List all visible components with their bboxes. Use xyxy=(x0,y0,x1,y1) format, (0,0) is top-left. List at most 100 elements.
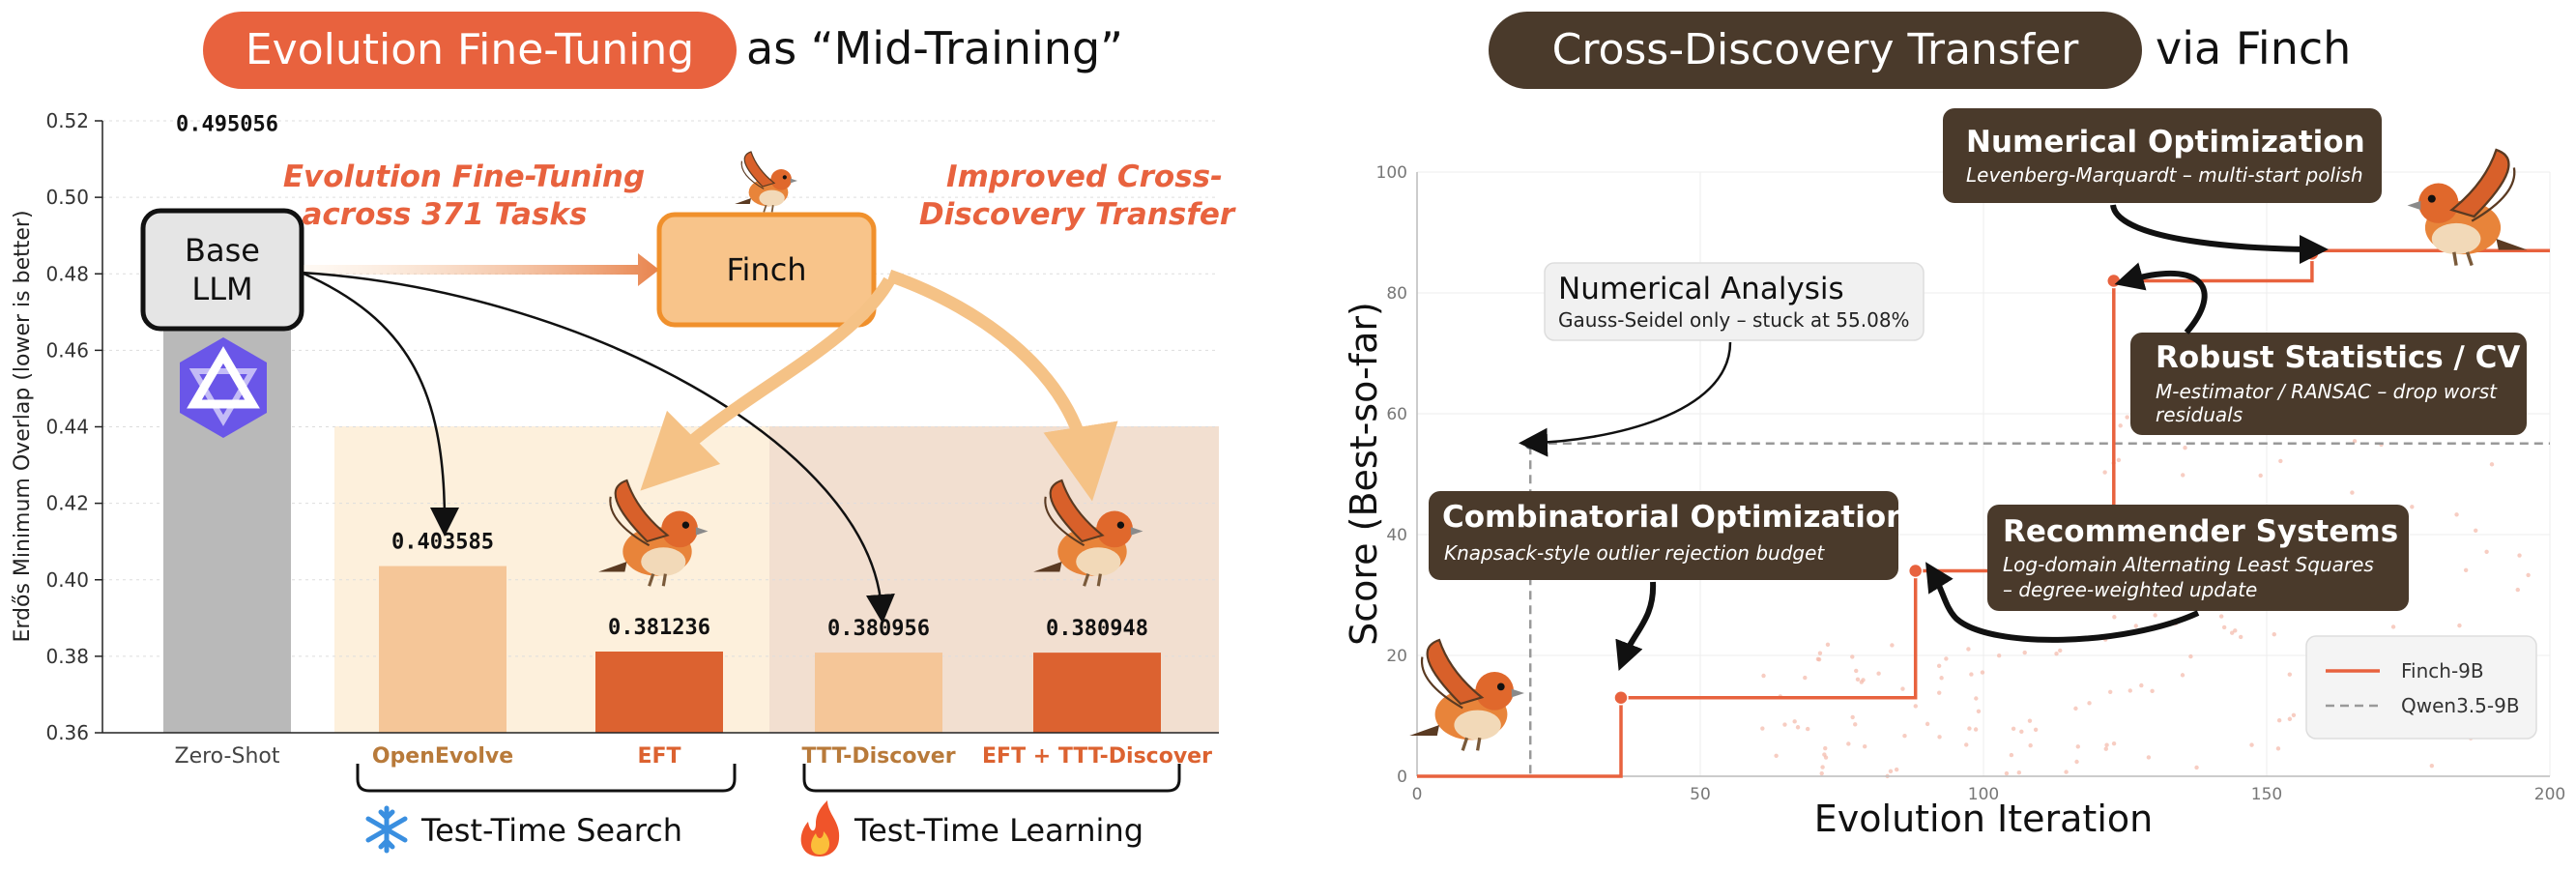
test-time-search-bracket xyxy=(356,764,737,793)
finch-to-eft-ttt-arrow xyxy=(886,269,1118,502)
right-y-tick-label: 20 xyxy=(1386,647,1407,666)
scatter-point xyxy=(2194,765,2199,770)
scatter-point xyxy=(1890,643,1895,648)
value-label-ttt-discover: 0.380956 xyxy=(827,617,930,641)
scatter-point xyxy=(1939,676,1944,681)
combinatorial-optimization-arrow xyxy=(1615,581,1657,671)
scatter-point xyxy=(2087,701,2092,706)
numerical-optimization-title: Numerical Optimization xyxy=(1966,125,2365,160)
scatter-point xyxy=(2118,423,2123,428)
eft-arrow xyxy=(304,253,659,286)
finch-bird-icon xyxy=(2405,148,2530,268)
fire-icon xyxy=(800,800,840,856)
scatter-point xyxy=(1853,722,1858,727)
scatter-point xyxy=(2127,688,2132,693)
scatter-point xyxy=(2054,651,2059,656)
scatter-point xyxy=(1825,642,1831,647)
left-y-tick-label: 0.44 xyxy=(45,416,89,439)
left-title-pill xyxy=(203,12,737,89)
robust-statistics-box xyxy=(2130,333,2527,435)
left-y-tick-label: 0.50 xyxy=(45,186,89,209)
finch-marker xyxy=(1907,563,1924,579)
right-x-axis-label: Evolution Iteration xyxy=(1814,798,2153,840)
left-y-tick-label: 0.38 xyxy=(45,645,89,668)
scatter-point xyxy=(2352,439,2358,444)
scatter-point xyxy=(2489,462,2495,467)
scatter-point xyxy=(1859,680,1864,684)
numerical-optimization-subtitle: Levenberg-Marquardt – multi-start polish xyxy=(1966,163,2363,187)
finch-bird-icon xyxy=(734,151,798,214)
bar-eft-ttt-discover xyxy=(1033,653,1161,733)
numerical-analysis-arrow xyxy=(1519,341,1732,457)
scatter-point xyxy=(1803,675,1808,681)
scatter-point xyxy=(1820,765,1825,769)
scatter-point xyxy=(2181,473,2185,478)
numerical-optimization-box xyxy=(1943,108,2382,203)
scatter-point xyxy=(2058,648,2063,653)
category-label-ttt-discover: TTT-Discover xyxy=(801,744,955,769)
combinatorial-optimization-subtitle: Knapsack-style outlier rejection budget xyxy=(1444,541,1825,565)
category-label-openevolve: OpenEvolve xyxy=(372,744,513,769)
scatter-point xyxy=(2064,769,2069,774)
scatter-point xyxy=(2484,549,2489,554)
finch-marker xyxy=(1613,690,1629,706)
left-y-tick-label: 0.40 xyxy=(45,568,89,592)
scatter-point xyxy=(2104,742,2109,747)
scatter-point xyxy=(1815,656,1821,662)
scatter-point xyxy=(1782,722,1787,727)
scatter-point xyxy=(2229,630,2235,635)
scatter-point xyxy=(2011,726,2016,732)
scatter-point xyxy=(2183,446,2187,450)
scatter-point xyxy=(2108,689,2113,694)
scatter-point xyxy=(1761,673,1766,679)
right-x-tick-label: 50 xyxy=(1690,785,1711,804)
scatter-point xyxy=(2133,624,2138,628)
snowflake-icon xyxy=(365,805,408,854)
right-y-tick-label: 60 xyxy=(1386,405,1407,424)
right-title-highlight: Cross-Discovery Transfer xyxy=(1552,25,2080,74)
scatter-point xyxy=(1888,769,1894,774)
category-label-eft: EFT xyxy=(637,744,680,769)
left-title-rest: as “Mid-Training” xyxy=(746,22,1123,74)
scatter-point xyxy=(2454,512,2459,517)
scatter-point xyxy=(1846,741,1851,746)
category-label-eft-ttt-discover: EFT + TTT-Discover xyxy=(982,744,1212,769)
scatter-point xyxy=(2180,673,2185,678)
scatter-point xyxy=(2258,473,2263,479)
scatter-point xyxy=(1854,668,1859,674)
scatter-point xyxy=(2027,718,2033,723)
scatter-point xyxy=(2221,624,2227,630)
scatter-point xyxy=(2350,490,2355,495)
scatter-point xyxy=(1876,671,1881,676)
scatter-point xyxy=(2188,653,2193,659)
scatter-point xyxy=(2016,770,2022,775)
scatter-point xyxy=(2238,634,2243,640)
scatter-point xyxy=(2033,727,2039,733)
scatter-point xyxy=(1902,733,1907,739)
right-x-tick-label: 150 xyxy=(2251,785,2282,804)
scatter-point xyxy=(2218,614,2224,619)
scatter-point xyxy=(2276,718,2282,723)
combinatorial-optimization-box xyxy=(1429,491,1898,580)
scatter-point xyxy=(2075,744,2080,749)
scatter-point xyxy=(2146,755,2152,760)
right-x-tick-label: 200 xyxy=(2534,785,2565,804)
base-to-ttt-discover-arrow xyxy=(301,271,895,624)
finch-box xyxy=(656,212,877,328)
finch-bird-icon xyxy=(1407,638,1526,753)
scatter-point xyxy=(2429,763,2435,769)
scatter-point xyxy=(1862,744,1867,749)
scatter-point xyxy=(2112,615,2117,620)
scatter-point xyxy=(2022,650,2027,655)
right-legend: Finch-9B Qwen3.5-9B xyxy=(2305,635,2537,740)
numerical-analysis-title: Numerical Analysis xyxy=(1558,272,1844,306)
scatter-point xyxy=(1894,767,1899,772)
scatter-point xyxy=(2463,567,2469,573)
scatter-point xyxy=(2275,746,2281,751)
robust-statistics-subtitle-line1: M-estimator / RANSAC – drop worst xyxy=(2156,380,2498,403)
scatter-point xyxy=(1996,653,2002,658)
scatter-point xyxy=(2139,682,2144,688)
base-llm-label-line1: Base xyxy=(185,232,260,269)
left-y-tick-label: 0.48 xyxy=(45,262,89,285)
left-y-axis-label: Erdős Minimum Overlap (lower is better) xyxy=(11,210,35,642)
